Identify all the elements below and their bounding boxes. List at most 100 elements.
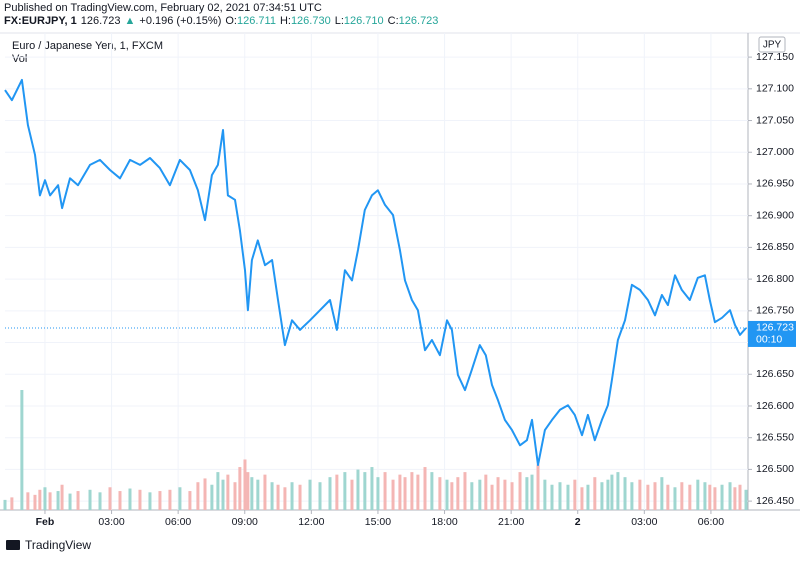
volume-bar	[376, 477, 380, 510]
symbol-line: FX:EURJPY, 1 126.723 ▲ +0.196 (+0.15%) O: 126…	[4, 15, 438, 27]
volume-bar	[343, 472, 347, 510]
header-item: C:	[388, 15, 399, 27]
volume-bar	[138, 489, 142, 510]
volume-bar	[463, 472, 467, 510]
volume-bar	[43, 487, 47, 510]
volume-bar	[216, 472, 220, 510]
y-tick-label: 126.950	[756, 178, 794, 190]
volume-bar	[270, 482, 274, 510]
y-tick-label: 126.750	[756, 305, 794, 317]
volume-bar	[410, 472, 414, 510]
header-item: L:	[335, 15, 344, 27]
x-tick-label: 03:00	[98, 516, 124, 528]
volume-bar	[290, 482, 294, 510]
currency-box[interactable]	[758, 36, 786, 53]
volume-bar	[673, 487, 677, 510]
volume-bar	[398, 474, 402, 510]
chart-title: Euro / Japanese Yen, 1, FXCM	[12, 40, 163, 52]
volume-bar	[616, 472, 620, 510]
volume-bar	[33, 494, 37, 510]
volume-bar	[256, 479, 260, 510]
volume-bar	[88, 489, 92, 510]
y-tick-label: 126.850	[756, 241, 794, 253]
volume-bar	[720, 484, 724, 510]
volume-bar	[263, 474, 267, 510]
volume-bar	[423, 467, 427, 510]
volume-bar	[203, 478, 207, 510]
volume-bar	[318, 482, 322, 510]
volume-bar	[108, 487, 112, 510]
y-tick-label: 127.100	[756, 83, 794, 95]
volume-bar	[503, 479, 507, 510]
volume-bar	[233, 482, 237, 510]
y-tick-label: 127.150	[756, 51, 794, 63]
volume-bar	[196, 482, 200, 510]
volume-bar	[416, 474, 420, 510]
header-item: FX:EURJPY, 1	[4, 15, 77, 27]
volume-bar	[298, 484, 302, 510]
volume-bar	[308, 479, 312, 510]
volume-bar	[680, 482, 684, 510]
volume-bar	[118, 491, 122, 510]
volume-bar	[566, 484, 570, 510]
volume-bar	[210, 484, 214, 510]
volume-bar	[713, 487, 717, 510]
volume-bar	[383, 472, 387, 510]
volume-bar	[558, 482, 562, 510]
volume-bar	[484, 474, 488, 510]
volume-bar	[26, 492, 30, 510]
volume-bar	[158, 491, 162, 510]
volume-bar	[708, 484, 712, 510]
header-item: 126.711	[237, 15, 276, 27]
volume-bar	[168, 489, 172, 510]
y-tick-label: 126.600	[756, 400, 794, 412]
header-item: ▲	[125, 15, 136, 27]
volume-bar	[530, 474, 534, 510]
volume-bar	[391, 479, 395, 510]
currency: JPY	[763, 40, 782, 51]
y-tick-label: 126.450	[756, 495, 794, 507]
published: Published on TradingView.com, February 0…	[4, 2, 322, 14]
volume-bar	[646, 484, 650, 510]
volume-bar	[148, 492, 152, 510]
volume-bar	[188, 491, 192, 510]
volume-bar	[283, 487, 287, 510]
volume-bar	[250, 477, 254, 510]
last-price-label: 126.723	[756, 322, 794, 334]
volume-bar	[543, 479, 547, 510]
x-tick-label: 2	[575, 516, 581, 528]
last-price-box	[748, 320, 796, 347]
volume-bar	[48, 492, 52, 510]
x-tick-label: 12:00	[298, 516, 324, 528]
volume-bar	[243, 459, 247, 510]
volume-bar	[128, 488, 132, 510]
volume-bar	[226, 474, 230, 510]
volume-bar	[478, 479, 482, 510]
volume-bar	[221, 479, 225, 510]
volume-bar	[525, 477, 529, 510]
volume-bar	[728, 482, 732, 510]
volume-bar	[623, 477, 627, 510]
volume-bar	[60, 484, 64, 510]
volume-bar	[630, 482, 634, 510]
volume-bar	[246, 472, 250, 510]
volume-bar	[660, 477, 664, 510]
volume-bar	[600, 482, 604, 510]
header-item: H:	[280, 15, 291, 27]
volume-bar	[470, 482, 474, 510]
volume-bar	[573, 479, 577, 510]
y-tick-label: 126.800	[756, 273, 794, 285]
volume-bar	[703, 482, 707, 510]
header-item: +0.196 (+0.15%)	[139, 15, 221, 27]
volume-bar	[445, 479, 449, 510]
y-tick-label: 126.550	[756, 431, 794, 443]
volume-bar	[178, 487, 182, 510]
volume-bar	[238, 467, 242, 510]
volume-bar	[593, 477, 597, 510]
x-tick-label: 18:00	[431, 516, 457, 528]
x-tick-label: 03:00	[631, 516, 657, 528]
volume-bar	[606, 479, 610, 510]
volume-bar	[536, 464, 540, 510]
volume-bar	[456, 477, 460, 510]
